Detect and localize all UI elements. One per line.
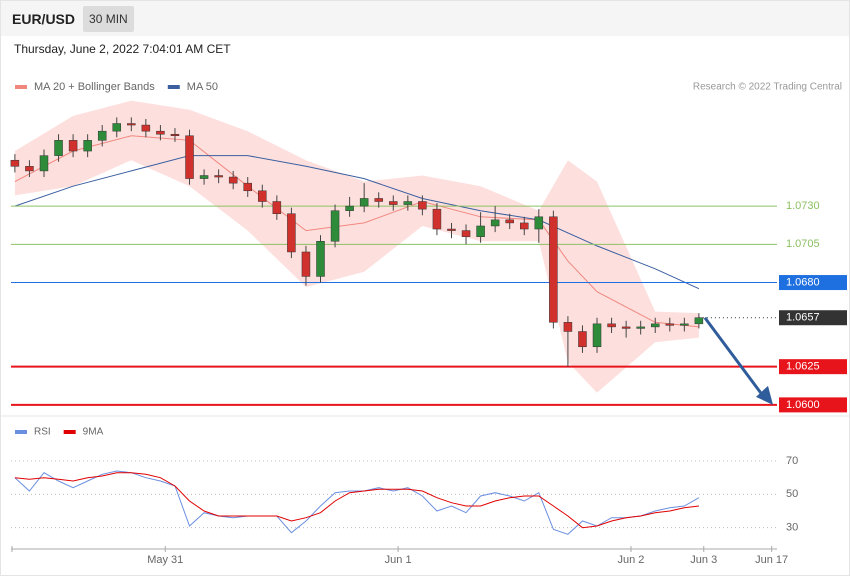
forecast-arrow: [703, 316, 765, 397]
level-box: [779, 397, 847, 413]
legend-label: 9MA: [83, 427, 104, 438]
indicator-line: [14, 472, 699, 529]
candle-body: [490, 219, 500, 227]
x-tick-label: Jun 17: [755, 554, 788, 566]
candle-body: [316, 241, 325, 277]
level-box: [779, 275, 847, 291]
candle-body: [156, 130, 165, 135]
level-box: [779, 310, 847, 326]
x-tick-label: May 31: [147, 554, 183, 566]
candle-body: [563, 322, 573, 332]
candle-body: [10, 159, 20, 167]
level-label: 1.0705: [786, 238, 820, 250]
candle-body: [578, 331, 587, 348]
x-tick-label: Jun 3: [690, 554, 717, 566]
legend-swatch: [15, 85, 27, 89]
level-box: [779, 359, 847, 375]
y-tick-label: 50: [786, 488, 798, 500]
header: EUR/USD 30 MIN: [1, 1, 849, 36]
candle-body: [650, 323, 660, 328]
candle-body: [549, 216, 558, 323]
candle-body: [694, 317, 704, 325]
legend-swatch: [63, 430, 76, 434]
candle-body: [359, 198, 369, 207]
level-label: 1.0625: [786, 361, 820, 373]
candle-body: [621, 326, 631, 329]
candle-body: [680, 323, 689, 326]
timeframe[interactable]: 30 MIN: [83, 5, 134, 32]
candle-body: [345, 205, 354, 211]
candle-body: [97, 130, 107, 141]
candle-body: [141, 124, 151, 132]
legend-label: RSI: [34, 427, 51, 438]
candle-body: [287, 213, 296, 253]
candle-body: [228, 176, 238, 184]
candle-body: [243, 182, 252, 192]
candle-body: [534, 216, 544, 230]
legend-label: MA 20 + Bollinger Bands: [34, 81, 155, 93]
candle-body: [185, 135, 194, 179]
level-label: 1.0680: [786, 276, 820, 288]
candle-body: [592, 323, 602, 348]
candle-body: [199, 175, 209, 179]
timestamp: Thursday, June 2, 2022 7:04:01 AM CET: [14, 42, 231, 56]
candle-body: [418, 201, 427, 210]
candle-body: [607, 323, 616, 328]
candle-body: [447, 228, 456, 231]
candle-body: [258, 190, 267, 202]
candle-body: [461, 230, 471, 237]
candle-body: [403, 201, 413, 205]
x-tick-label: Jun 1: [385, 554, 412, 566]
legend-label: MA 50: [187, 81, 218, 93]
candle-body: [505, 219, 514, 224]
candle-body: [272, 201, 282, 214]
moving-average: [14, 155, 700, 290]
candle-body: [520, 222, 529, 230]
candle-body: [301, 251, 311, 277]
candle-body: [476, 225, 485, 237]
symbol: EUR/USD: [12, 10, 76, 27]
candle-body: [54, 140, 63, 156]
candle-body: [214, 175, 223, 178]
candle-body: [330, 210, 340, 242]
legend-swatch: [15, 430, 27, 434]
level-label: 1.0730: [786, 200, 820, 212]
level-label: 1.0600: [786, 399, 820, 411]
candle-body: [636, 326, 645, 329]
candle-body: [127, 123, 136, 126]
candle-body: [432, 208, 442, 230]
level-label: 1.0657: [786, 312, 820, 324]
candle-body: [39, 155, 49, 172]
x-tick-label: Jun 2: [618, 554, 645, 566]
credit: Research © 2022 Trading Central: [693, 82, 842, 93]
candle-body: [83, 140, 92, 152]
indicator-line: [14, 470, 700, 535]
candle-body: [374, 198, 383, 202]
forecast-arrowhead: [756, 385, 773, 405]
candle-body: [68, 140, 78, 152]
moving-average: [14, 135, 699, 328]
candle-body: [112, 123, 122, 132]
y-tick-label: 30: [786, 522, 798, 534]
bollinger-band: [14, 100, 699, 393]
candle-body: [665, 323, 675, 326]
legend-swatch: [167, 85, 180, 89]
candle-body: [170, 133, 180, 137]
candle-body: [389, 201, 398, 205]
y-tick-label: 70: [786, 455, 798, 467]
candle-body: [25, 166, 34, 172]
